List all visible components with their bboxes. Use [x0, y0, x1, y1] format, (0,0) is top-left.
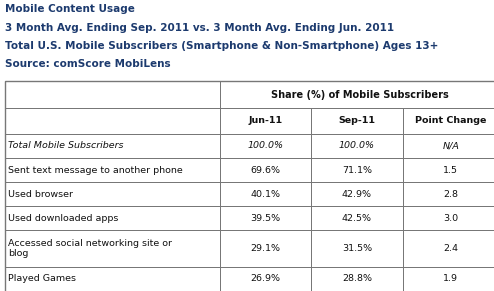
Text: 26.9%: 26.9%: [250, 274, 281, 283]
Text: 29.1%: 29.1%: [250, 244, 281, 253]
Bar: [5, 206, 220, 230]
Text: Played Games: Played Games: [8, 274, 77, 283]
Text: Used downloaded apps: Used downloaded apps: [8, 214, 119, 223]
Bar: [403, 158, 494, 182]
Text: Accessed social networking site or
blog: Accessed social networking site or blog: [8, 239, 172, 258]
Text: Share (%) of Mobile Subscribers: Share (%) of Mobile Subscribers: [271, 90, 448, 100]
Bar: [403, 267, 494, 291]
Text: Source: comScore MobiLens: Source: comScore MobiLens: [5, 59, 170, 69]
Text: 28.8%: 28.8%: [342, 274, 372, 283]
Bar: [403, 206, 494, 230]
Text: 3.0: 3.0: [443, 214, 458, 223]
Text: 39.5%: 39.5%: [250, 214, 281, 223]
Bar: [5, 230, 220, 267]
Bar: [311, 267, 403, 291]
Text: Jun-11: Jun-11: [248, 116, 283, 125]
Text: Sent text message to another phone: Sent text message to another phone: [8, 166, 183, 175]
Text: 1.9: 1.9: [443, 274, 458, 283]
Bar: [403, 134, 494, 158]
Bar: [311, 158, 403, 182]
Bar: [5, 158, 220, 182]
Text: 71.1%: 71.1%: [342, 166, 372, 175]
Bar: [311, 108, 403, 134]
Bar: [220, 158, 311, 182]
Text: Used browser: Used browser: [8, 190, 74, 199]
Bar: [5, 81, 220, 108]
Text: Mobile Content Usage: Mobile Content Usage: [5, 4, 135, 14]
Text: 42.5%: 42.5%: [342, 214, 372, 223]
Text: Total U.S. Mobile Subscribers (Smartphone & Non-Smartphone) Ages 13+: Total U.S. Mobile Subscribers (Smartphon…: [5, 41, 438, 51]
Bar: [5, 108, 220, 134]
Bar: [220, 134, 311, 158]
Text: N/A: N/A: [442, 141, 459, 150]
Text: 1.5: 1.5: [443, 166, 458, 175]
Text: 69.6%: 69.6%: [250, 166, 281, 175]
Text: 3 Month Avg. Ending Sep. 2011 vs. 3 Month Avg. Ending Jun. 2011: 3 Month Avg. Ending Sep. 2011 vs. 3 Mont…: [5, 23, 394, 33]
Text: Point Change: Point Change: [415, 116, 487, 125]
Bar: [5, 81, 494, 291]
Bar: [311, 134, 403, 158]
Text: Sep-11: Sep-11: [338, 116, 375, 125]
Bar: [220, 267, 311, 291]
Bar: [403, 108, 494, 134]
Bar: [311, 182, 403, 206]
Bar: [220, 206, 311, 230]
Bar: [403, 182, 494, 206]
Text: 100.0%: 100.0%: [339, 141, 375, 150]
Text: 2.4: 2.4: [443, 244, 458, 253]
Text: 31.5%: 31.5%: [342, 244, 372, 253]
Bar: [220, 108, 311, 134]
Bar: [220, 230, 311, 267]
Bar: [311, 230, 403, 267]
Bar: [5, 182, 220, 206]
Bar: [403, 230, 494, 267]
Text: 42.9%: 42.9%: [342, 190, 372, 199]
Text: Total Mobile Subscribers: Total Mobile Subscribers: [8, 141, 124, 150]
Bar: [311, 206, 403, 230]
Bar: [5, 267, 220, 291]
Text: 40.1%: 40.1%: [250, 190, 281, 199]
Text: 100.0%: 100.0%: [247, 141, 284, 150]
Text: 2.8: 2.8: [443, 190, 458, 199]
Bar: [5, 134, 220, 158]
Bar: [220, 182, 311, 206]
Bar: [220, 81, 494, 108]
